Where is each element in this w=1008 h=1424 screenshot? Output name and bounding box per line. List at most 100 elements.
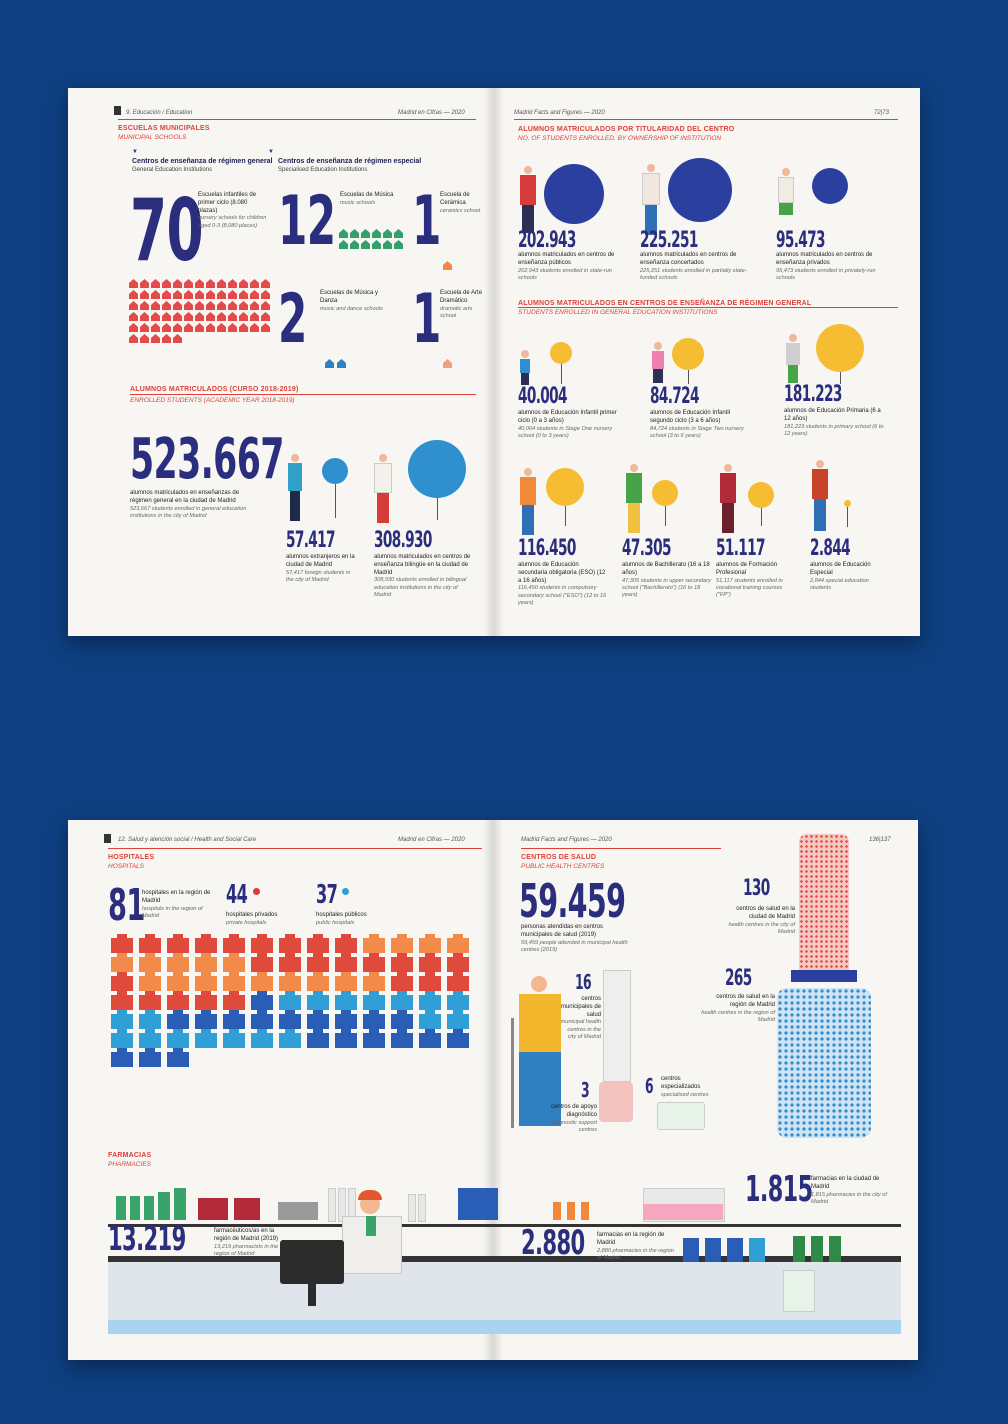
- house-icon: [339, 240, 348, 249]
- house-icon: [184, 301, 193, 310]
- section-title-en: PUBLIC HEALTH CENTRES: [521, 863, 605, 870]
- public-hospital-icon: [335, 991, 357, 1010]
- figure-legs: [377, 493, 389, 523]
- attended-number: 59.459: [519, 874, 626, 928]
- circle-stem: [565, 506, 566, 526]
- house-icon: [173, 290, 182, 299]
- private-desc: alumnos matriculados en centros de enseñ…: [776, 252, 873, 266]
- figure-head: [379, 454, 387, 462]
- ceramics-number: 1: [412, 182, 441, 261]
- pharm-region-desc-en: 2,880 pharmacies in the region of Madrid: [597, 1247, 674, 1261]
- bottle-icon: [811, 1236, 823, 1262]
- house-icon: [361, 229, 370, 238]
- house-icon: [162, 334, 171, 343]
- house-icon: [173, 301, 182, 310]
- box-stack-icon: [198, 1198, 228, 1220]
- music-desc: Escuelas de Música: [340, 192, 394, 198]
- house-icon: [261, 301, 270, 310]
- private-hospitals-number: 44: [226, 880, 248, 910]
- bach-caption: alumnos de Bachillerato (16 a 18 años) 4…: [622, 562, 712, 599]
- special-title: Centros de enseñanza de régimen especial: [278, 158, 422, 165]
- computer-monitor: [280, 1240, 344, 1284]
- pharm-city-number: 1.815: [745, 1169, 813, 1210]
- house-icon: [140, 323, 149, 332]
- foreign-number: 57.417: [286, 528, 336, 553]
- jar-icon: [599, 1082, 633, 1122]
- page-numbers: 72|73: [874, 110, 889, 116]
- drama-number: 1: [412, 280, 441, 359]
- bottle-icon: [793, 1236, 805, 1262]
- counter-front: [493, 1262, 901, 1320]
- house-icon: [239, 290, 248, 299]
- primary-caption: alumnos de Educación Primaria (6 a 12 añ…: [784, 408, 884, 438]
- support-caption: centros de apoyo diagnóstico diagnostic …: [549, 1104, 597, 1134]
- running-head: 9. Educación / Education: [126, 110, 193, 116]
- special-desc: alumnos de Educación Especial: [810, 562, 871, 576]
- house-icon: [217, 279, 226, 288]
- education-spread: 9. Educación / Education Madrid en Cifra…: [68, 88, 920, 636]
- health-right-page: Madrid Facts and Figures — 2020 136|137 …: [493, 820, 918, 1360]
- house-icon: [173, 279, 182, 288]
- bottle-icon: [158, 1192, 170, 1220]
- public-hospital-icon: [447, 1029, 469, 1048]
- floor: [493, 1320, 901, 1334]
- tube-icon: [418, 1194, 426, 1222]
- hospitals-number: 81: [108, 880, 145, 931]
- special-number: 2.844: [810, 536, 851, 561]
- public-hospital-icon: [167, 1029, 189, 1048]
- student-figure: [812, 460, 828, 531]
- region-centres-desc-en: health centres in the region of Madrid: [701, 1009, 775, 1023]
- house-icon: [195, 279, 204, 288]
- student-figure: [720, 464, 736, 533]
- figure-body: [520, 175, 536, 205]
- foreign-desc: alumnos extranjeros en la ciudad de Madr…: [286, 554, 355, 568]
- house-icon: [140, 290, 149, 299]
- support-desc: centros de apoyo diagnóstico: [550, 1104, 597, 1118]
- private-hospital-icon: [223, 991, 245, 1010]
- private-number: 95.473: [776, 228, 826, 253]
- public-hospital-icon: [363, 1010, 385, 1029]
- private-hospital-icon: [447, 972, 469, 991]
- house-icon: [372, 240, 381, 249]
- primary-desc: alumnos de Educación Primaria (6 a 12 añ…: [784, 408, 881, 422]
- private-hospital-icon: [195, 934, 217, 953]
- public-hospital-icon: [419, 1010, 441, 1029]
- public-hospital-icon: [419, 991, 441, 1010]
- house-icon: [228, 301, 237, 310]
- pharmacies-title: FARMACIAS: [108, 1152, 152, 1159]
- monitor-stand: [308, 1284, 316, 1306]
- enrolled-title-en: ENROLLED STUDENTS (ACADEMIC YEAR 2018-20…: [130, 397, 295, 404]
- student-figure: [374, 454, 392, 523]
- eso-desc-en: 116,450 students in compulsory secondary…: [518, 585, 607, 606]
- infant2-caption: alumnos de Educación Infantil segundo ci…: [650, 410, 750, 440]
- bottle-icon: [829, 1236, 841, 1262]
- concerted-desc-en: 225,251 students enrolled in partially s…: [640, 267, 747, 281]
- public-hospital-icon: [139, 1048, 161, 1067]
- public-hospital-icon: [195, 1029, 217, 1048]
- figure-legs: [653, 369, 663, 383]
- house-icon: [184, 312, 193, 321]
- house-icon: [337, 359, 346, 368]
- infant1-number: 40.004: [518, 384, 568, 409]
- red-dot-icon: [253, 888, 260, 895]
- house-icon: [239, 312, 248, 321]
- education-right-page: Madrid Facts and Figures — 2020 72|73 AL…: [494, 88, 920, 636]
- section-title: HOSPITALES: [108, 854, 155, 861]
- municipal-desc-en: municipal health centres in the city of …: [560, 1019, 601, 1040]
- region-centres-caption: centros de salud en la región de Madrid …: [699, 994, 775, 1024]
- box-icon: [278, 1202, 318, 1220]
- special-circle: [844, 500, 851, 507]
- patient-head: [531, 976, 547, 992]
- tower-building-icon: [799, 834, 849, 970]
- house-icon: [250, 312, 259, 321]
- house-icon: [151, 334, 160, 343]
- infant1-desc: alumnos de Educación Infantil primer cic…: [518, 410, 617, 424]
- public-hospital-icon: [167, 1010, 189, 1029]
- music-desc-en: music schools: [340, 199, 376, 206]
- house-icon: [217, 312, 226, 321]
- bilingual-desc: alumnos matriculados en centros de enseñ…: [374, 554, 471, 576]
- public-hospital-icon: [251, 991, 273, 1010]
- box-icon: [643, 1204, 723, 1220]
- private-hospital-icon: [195, 972, 217, 991]
- house-icon: [339, 229, 348, 238]
